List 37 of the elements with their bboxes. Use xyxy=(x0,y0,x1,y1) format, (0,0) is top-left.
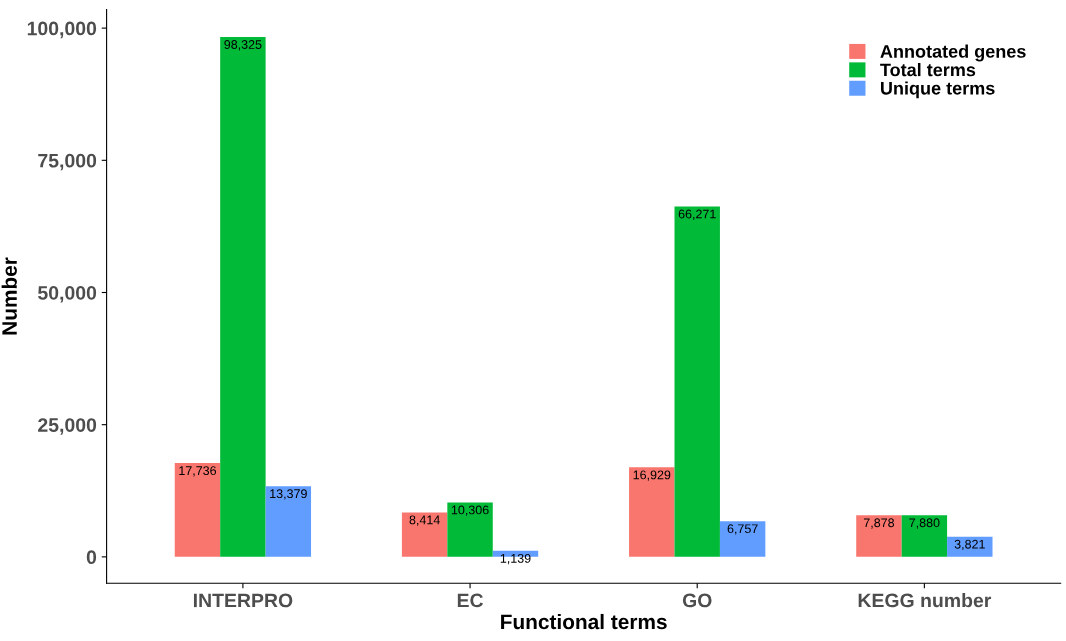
bar xyxy=(447,502,493,557)
bar xyxy=(401,512,448,557)
y-tick-label: 25,000 xyxy=(38,418,97,435)
y-tick-label: 75,000 xyxy=(38,153,97,171)
data-label: 16,929 xyxy=(633,470,671,481)
data-label: 66,271 xyxy=(678,209,716,220)
bar xyxy=(947,536,993,557)
data-label: 8,414 xyxy=(409,515,440,526)
bar xyxy=(265,486,312,557)
x-tick-label: GO xyxy=(682,593,712,608)
data-label: 17,736 xyxy=(179,466,217,477)
bar xyxy=(856,515,902,557)
y-axis-title: Number xyxy=(1,257,17,335)
legend-label: Annotated genes xyxy=(880,44,1026,62)
data-label: 7,880 xyxy=(909,518,940,529)
bar xyxy=(220,36,266,557)
data-label: 1,139 xyxy=(500,553,531,565)
data-label: 7,878 xyxy=(863,518,895,529)
bar xyxy=(674,206,720,557)
data-label: 6,757 xyxy=(727,524,758,535)
x-tick-label: INTERPRO xyxy=(193,593,293,608)
y-tick-label: 100,000 xyxy=(27,21,97,39)
x-axis-title: Functional terms xyxy=(501,613,667,630)
bar xyxy=(629,467,675,557)
y-tick-label: 50,000 xyxy=(38,285,97,303)
legend-label: Total terms xyxy=(880,63,976,77)
x-tick-label: EC xyxy=(457,593,484,608)
x-tick-label: KEGG number xyxy=(858,593,992,608)
bar xyxy=(719,521,766,557)
data-label: 3,821 xyxy=(954,539,985,551)
bar xyxy=(901,515,948,557)
data-label: 13,379 xyxy=(270,489,307,500)
y-tick-label: 0 xyxy=(86,550,97,565)
data-label: 98,325 xyxy=(224,40,262,51)
bar xyxy=(174,463,221,557)
legend-label: Unique terms xyxy=(881,81,995,99)
data-label: 10,306 xyxy=(451,505,489,516)
